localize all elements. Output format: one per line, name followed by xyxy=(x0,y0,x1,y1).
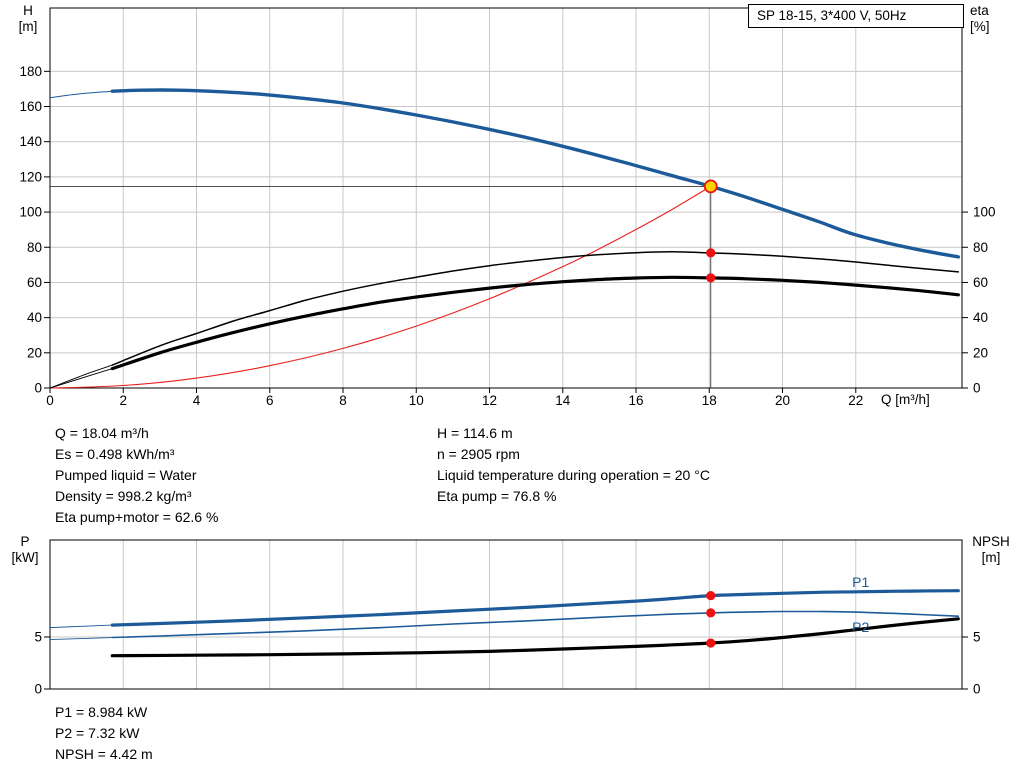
npsh-axis-unit: [m] xyxy=(981,550,1001,565)
eta-axis-label: eta [%] xyxy=(970,3,1016,35)
chart-0: 0 20 40 60 80 100 120 140 160 180 0 20 40 60 80 100 0 2 4 6… xyxy=(19,7,996,408)
info-line-liquid: Pumped liquid = Water xyxy=(55,467,197,483)
series-npsh xyxy=(110,617,960,658)
series-eta-pump-motor xyxy=(110,275,960,371)
x-tick-label: 14 xyxy=(555,393,571,408)
series-system-curve xyxy=(49,185,712,389)
p-axis-symbol: P xyxy=(20,534,30,549)
y-tick-label-right: 20 xyxy=(973,345,988,360)
operating-point-dot xyxy=(706,273,716,283)
info-line-p1: P1 = 8.984 kW xyxy=(55,704,148,720)
operating-point-dot xyxy=(706,248,716,258)
chart-1: 0 5 0 5 P1 P2 xyxy=(34,539,981,697)
series-p1 xyxy=(110,589,960,627)
series-eta-pump-lead xyxy=(49,364,113,389)
x-tick-label: 0 xyxy=(46,393,54,408)
x-tick-label: 22 xyxy=(848,393,863,408)
power-npsh-data: P1 = 8.984 kW P2 = 7.32 kW NPSH = 4.42 m xyxy=(55,702,153,765)
info-line-eta-pump: Eta pump = 76.8 % xyxy=(437,488,557,504)
y-tick-label-right: 40 xyxy=(973,310,988,325)
operating-point-dot xyxy=(706,590,716,601)
series-p1-lead xyxy=(49,624,113,629)
y-tick-label-right: 5 xyxy=(973,630,981,645)
y-tick-label-left: 40 xyxy=(27,310,42,325)
y-tick-label-left: 100 xyxy=(19,205,42,220)
operating-point-dot xyxy=(706,638,716,648)
y-tick-label-right: 60 xyxy=(973,275,988,290)
x-tick-label: 16 xyxy=(629,393,644,408)
x-tick-label: 18 xyxy=(702,393,717,408)
plot-border xyxy=(49,539,963,690)
x-tick-label: 20 xyxy=(775,393,790,408)
x-tick-label: 4 xyxy=(193,393,201,408)
y-tick-label-left: 160 xyxy=(19,99,42,114)
series-h-curve-lead xyxy=(49,90,113,99)
info-line-n: n = 2905 rpm xyxy=(437,446,520,462)
p-axis-unit: [kW] xyxy=(11,550,39,565)
x-tick-label: 6 xyxy=(266,393,274,408)
operating-data-left: Q = 18.04 m³/h Es = 0.498 kWh/m³ Pumped … xyxy=(55,423,218,528)
eta-axis-unit: [%] xyxy=(970,19,990,34)
y-tick-label-right: 0 xyxy=(973,381,981,396)
curve-label-p2: P2 xyxy=(852,619,869,635)
series-eta-pump xyxy=(111,251,960,366)
npsh-axis-label: NPSH [m] xyxy=(962,534,1020,566)
series-p2 xyxy=(111,610,960,639)
plot-border xyxy=(49,7,963,389)
h-axis-unit: [m] xyxy=(18,19,38,34)
info-line-eta-pump-motor: Eta pump+motor = 62.6 % xyxy=(55,509,219,525)
y-tick-label-left: 140 xyxy=(19,134,42,149)
info-line-npsh: NPSH = 4.42 m xyxy=(55,746,153,762)
y-tick-label-left: 60 xyxy=(27,275,42,290)
y-tick-label-left: 180 xyxy=(19,64,42,79)
y-tick-label-right: 80 xyxy=(973,240,988,255)
h-axis-label: H [m] xyxy=(10,3,46,35)
series-h-curve xyxy=(110,88,960,259)
info-line-p2: P2 = 7.32 kW xyxy=(55,725,140,741)
info-line-h: H = 114.6 m xyxy=(437,425,513,441)
eta-axis-symbol: eta xyxy=(970,3,989,18)
p-axis-label: P [kW] xyxy=(4,534,46,566)
y-tick-label-left: 80 xyxy=(27,240,42,255)
curve-label-p1: P1 xyxy=(852,574,869,590)
y-tick-label-left: 20 xyxy=(27,345,42,360)
info-line-es: Es = 0.498 kWh/m³ xyxy=(55,446,175,462)
y-tick-label-left: 5 xyxy=(34,630,42,645)
y-tick-label-right: 100 xyxy=(973,205,996,220)
series-p2-lead xyxy=(49,637,113,641)
y-tick-label-right: 0 xyxy=(973,682,981,697)
info-line-temperature: Liquid temperature during operation = 20… xyxy=(437,467,710,483)
x-tick-label: 2 xyxy=(119,393,127,408)
operating-point-dot xyxy=(706,608,716,618)
x-tick-label: 12 xyxy=(482,393,497,408)
y-tick-label-left: 120 xyxy=(19,169,42,184)
y-tick-label-left: 0 xyxy=(34,381,42,396)
pump-model-title-box: SP 18-15, 3*400 V, 50Hz xyxy=(748,4,964,28)
duty-point-marker[interactable] xyxy=(703,179,718,194)
x-tick-label: 8 xyxy=(339,393,347,408)
h-axis-symbol: H xyxy=(23,3,33,18)
info-line-density: Density = 998.2 kg/m³ xyxy=(55,488,192,504)
series-eta-pump-motor-lead xyxy=(49,368,113,389)
q-axis-label: Q [m³/h] xyxy=(881,392,930,407)
info-line-q: Q = 18.04 m³/h xyxy=(55,425,149,441)
operating-data-right: H = 114.6 m n = 2905 rpm Liquid temperat… xyxy=(437,423,710,507)
npsh-axis-symbol: NPSH xyxy=(972,534,1010,549)
y-tick-label-left: 0 xyxy=(34,682,42,697)
x-tick-label: 10 xyxy=(409,393,424,408)
